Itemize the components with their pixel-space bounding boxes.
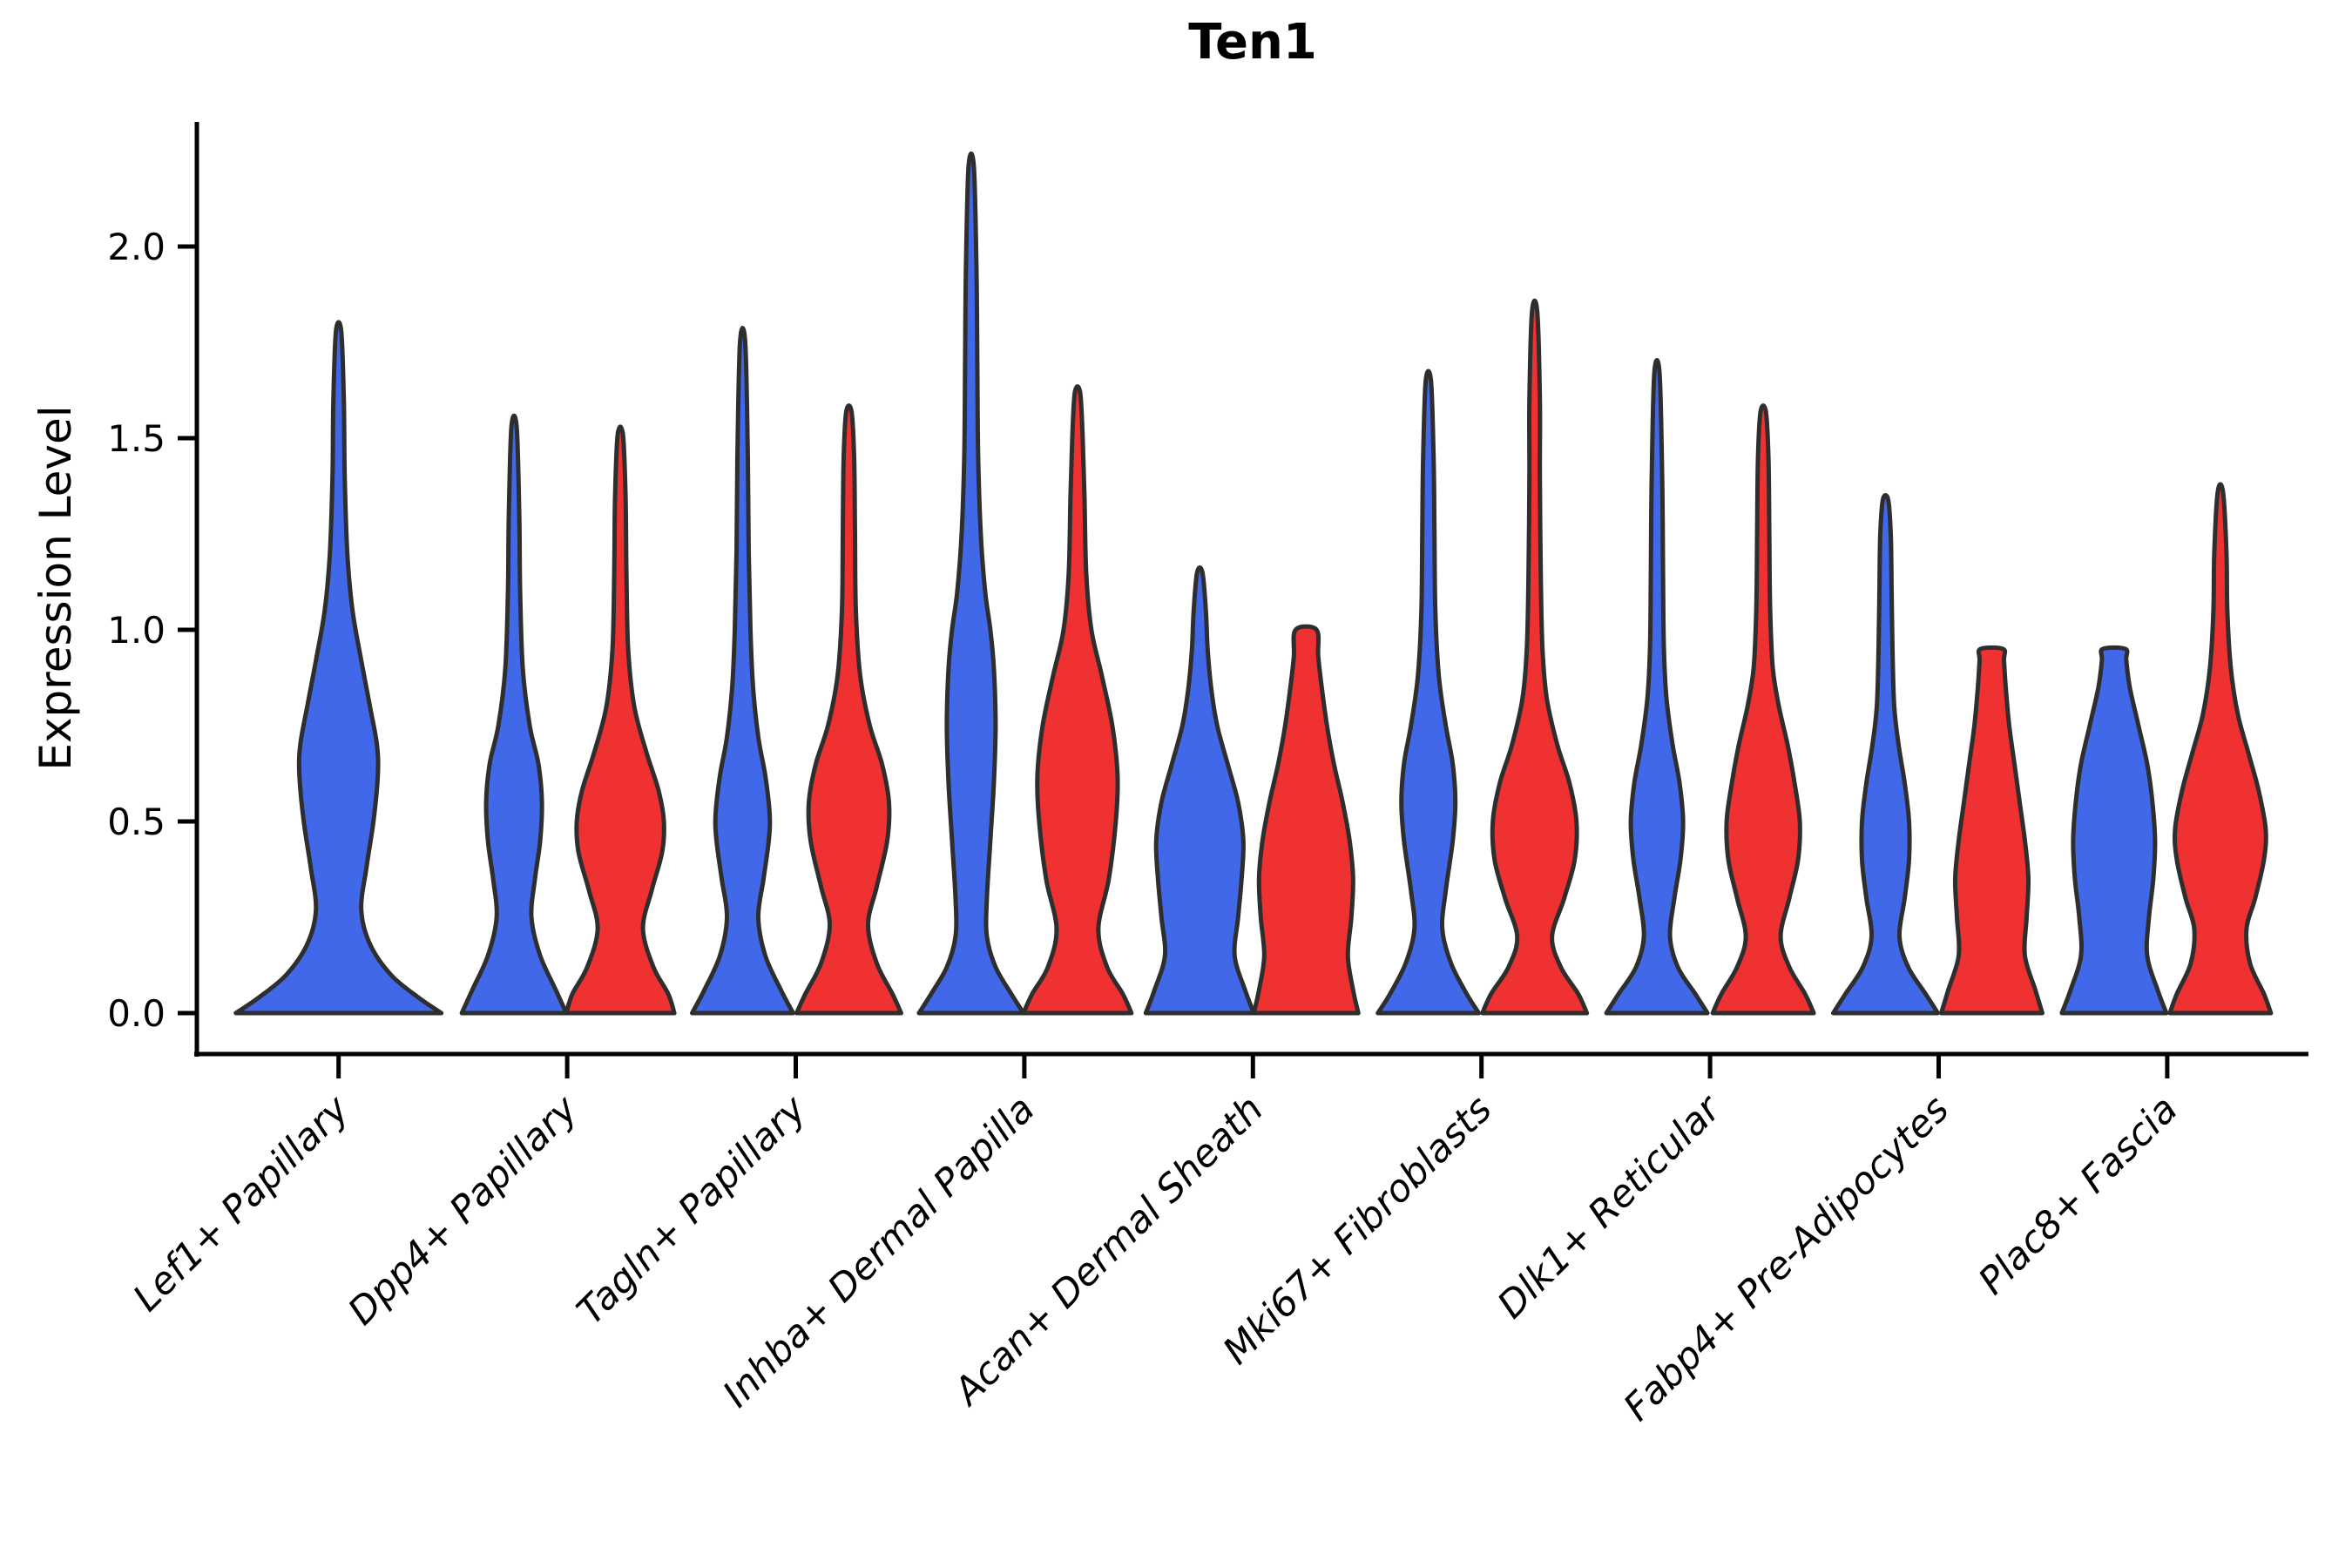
x-tick-label: Tagln+ Papillary [569, 1087, 815, 1334]
violin-blue-7 [1831, 492, 1940, 1016]
violin-red-1 [564, 424, 677, 1016]
y-tick-label: 2.0 [107, 226, 166, 268]
violin-blue-0 [233, 320, 444, 1016]
x-tick-label: Plac8+ Fascia [1970, 1087, 2186, 1303]
x-tick-label: Dlk1+ Reticular [1490, 1086, 1731, 1328]
violin-blue-2 [690, 326, 795, 1016]
violin-blue-6 [1604, 357, 1710, 1016]
y-tick-label: 1.0 [107, 609, 166, 652]
violin-blue-8 [2059, 645, 2169, 1016]
y-tick-label: 1.5 [107, 417, 166, 460]
violin-red-8 [2167, 482, 2274, 1016]
violin-red-6 [1710, 403, 1816, 1016]
x-tick-label: Dpp4+ Papillary [340, 1087, 586, 1334]
violin-red-7 [1939, 645, 2044, 1016]
violin-red-3 [1021, 384, 1134, 1016]
violin-blue-3 [916, 151, 1026, 1016]
violin-blue-5 [1375, 368, 1482, 1016]
chart-title: Ten1 [1188, 14, 1317, 71]
violin-blue-1 [459, 413, 569, 1016]
violin-red-5 [1480, 298, 1590, 1016]
x-tick-label: Lef1+ Papillary [125, 1087, 358, 1320]
y-tick-label: 0.5 [107, 801, 166, 843]
violin-blue-4 [1143, 565, 1256, 1016]
violin-red-2 [794, 403, 903, 1016]
y-tick-label: 0.0 [107, 992, 166, 1035]
violin-red-4 [1251, 624, 1361, 1016]
